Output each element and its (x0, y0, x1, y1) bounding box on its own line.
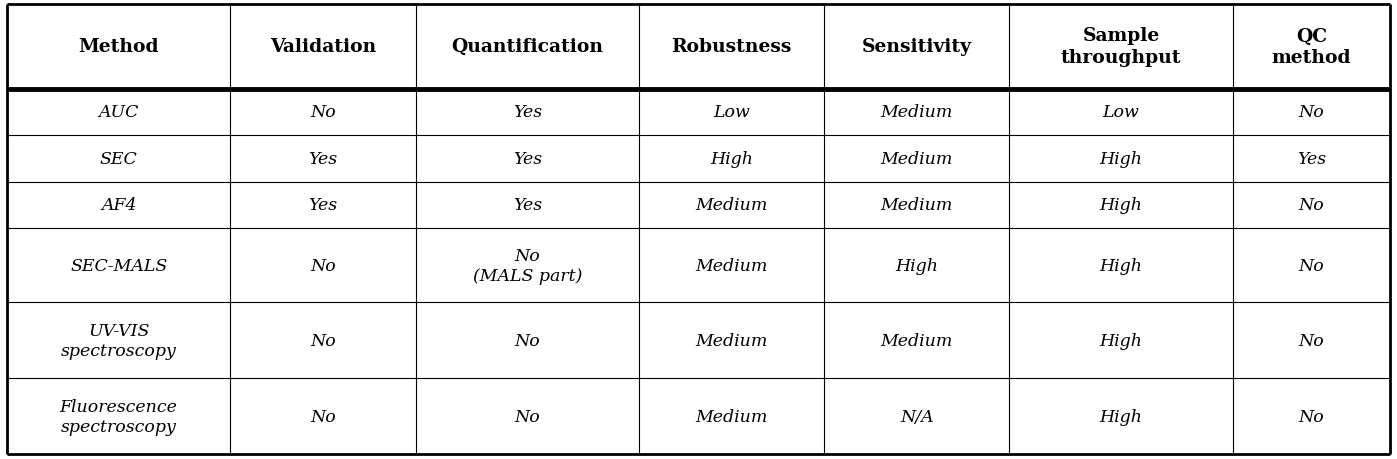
Text: Method: Method (78, 38, 159, 56)
Bar (638, 229, 824, 302)
Bar (231, 136, 415, 182)
Bar (1010, 379, 1232, 454)
Bar (1010, 182, 1232, 229)
Bar (415, 302, 638, 379)
Text: Quantification: Quantification (451, 38, 604, 56)
Text: No: No (514, 332, 541, 349)
Bar (824, 379, 1010, 454)
Bar (1232, 229, 1390, 302)
Bar (1232, 182, 1390, 229)
Text: Medium: Medium (880, 151, 953, 168)
Text: No: No (310, 104, 335, 121)
Bar (7, 90, 231, 136)
Bar (638, 136, 824, 182)
Text: Validation: Validation (270, 38, 376, 56)
Bar (415, 229, 638, 302)
Bar (638, 5, 824, 90)
Text: No: No (514, 408, 541, 425)
Text: AUC: AUC (99, 104, 138, 121)
Bar (415, 379, 638, 454)
Bar (1010, 302, 1232, 379)
Text: No: No (1298, 408, 1324, 425)
Bar (231, 302, 415, 379)
Bar (1010, 90, 1232, 136)
Bar (1232, 90, 1390, 136)
Bar (1232, 379, 1390, 454)
Text: No
(MALS part): No (MALS part) (472, 247, 583, 284)
Bar (824, 136, 1010, 182)
Text: Medium: Medium (880, 197, 953, 214)
Text: Yes: Yes (309, 197, 338, 214)
Text: Medium: Medium (880, 104, 953, 121)
Text: Fluorescence
spectroscopy: Fluorescence spectroscopy (60, 398, 177, 435)
Bar (638, 379, 824, 454)
Bar (415, 90, 638, 136)
Text: UV-VIS
spectroscopy: UV-VIS spectroscopy (60, 322, 176, 359)
Text: High: High (1099, 408, 1143, 425)
Text: Yes: Yes (1296, 151, 1326, 168)
Bar (1010, 136, 1232, 182)
Text: Low: Low (712, 104, 750, 121)
Bar (7, 182, 231, 229)
Text: No: No (1298, 257, 1324, 274)
Text: No: No (1298, 197, 1324, 214)
Bar (415, 136, 638, 182)
Text: High: High (895, 257, 939, 274)
Bar (415, 5, 638, 90)
Text: No: No (310, 257, 335, 274)
Bar (231, 379, 415, 454)
Text: High: High (1099, 257, 1143, 274)
Text: Robustness: Robustness (672, 38, 792, 56)
Bar (824, 229, 1010, 302)
Bar (231, 229, 415, 302)
Bar (415, 182, 638, 229)
Bar (231, 5, 415, 90)
Text: Yes: Yes (513, 104, 542, 121)
Text: Medium: Medium (696, 257, 768, 274)
Bar (638, 90, 824, 136)
Text: Medium: Medium (696, 332, 768, 349)
Text: High: High (710, 151, 753, 168)
Bar (1010, 5, 1232, 90)
Bar (824, 90, 1010, 136)
Text: No: No (1298, 332, 1324, 349)
Bar (231, 182, 415, 229)
Bar (1232, 302, 1390, 379)
Text: Medium: Medium (696, 408, 768, 425)
Text: No: No (310, 332, 335, 349)
Bar (638, 182, 824, 229)
Text: Medium: Medium (880, 332, 953, 349)
Bar (638, 302, 824, 379)
Text: SEC-MALS: SEC-MALS (70, 257, 168, 274)
Text: QC
method: QC method (1271, 28, 1351, 67)
Bar (7, 136, 231, 182)
Text: Yes: Yes (513, 151, 542, 168)
Text: Medium: Medium (696, 197, 768, 214)
Bar (7, 229, 231, 302)
Bar (7, 379, 231, 454)
Bar (1232, 5, 1390, 90)
Text: No: No (310, 408, 335, 425)
Text: Yes: Yes (513, 197, 542, 214)
Text: Sample
throughput: Sample throughput (1060, 28, 1182, 67)
Bar (824, 302, 1010, 379)
Bar (231, 90, 415, 136)
Text: High: High (1099, 332, 1143, 349)
Text: Low: Low (1102, 104, 1140, 121)
Text: No: No (1298, 104, 1324, 121)
Text: High: High (1099, 151, 1143, 168)
Text: N/A: N/A (900, 408, 933, 425)
Bar (824, 182, 1010, 229)
Bar (7, 5, 231, 90)
Bar (1010, 229, 1232, 302)
Bar (7, 302, 231, 379)
Text: SEC: SEC (99, 151, 137, 168)
Bar (1232, 136, 1390, 182)
Text: AF4: AF4 (101, 197, 137, 214)
Bar (824, 5, 1010, 90)
Text: Yes: Yes (309, 151, 338, 168)
Text: High: High (1099, 197, 1143, 214)
Text: Sensitivity: Sensitivity (862, 38, 972, 56)
